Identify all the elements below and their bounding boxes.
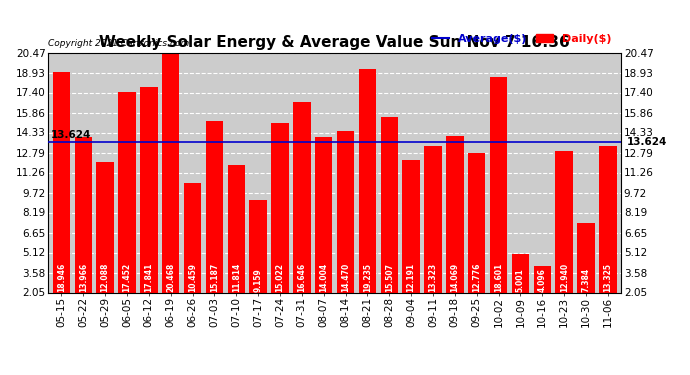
Bar	[97, 162, 114, 292]
Legend: Average($), Daily($): Average($), Daily($)	[428, 29, 615, 48]
Text: 10.459: 10.459	[188, 263, 197, 292]
Bar	[249, 200, 267, 292]
Bar	[75, 137, 92, 292]
Text: 12.088: 12.088	[101, 262, 110, 292]
Text: 13.325: 13.325	[603, 263, 613, 292]
Text: 15.022: 15.022	[275, 263, 284, 292]
Text: 14.470: 14.470	[341, 262, 350, 292]
Text: 13.624: 13.624	[50, 130, 91, 140]
Bar	[468, 153, 486, 292]
Bar	[52, 72, 70, 292]
Bar	[555, 151, 573, 292]
Text: 12.191: 12.191	[406, 263, 415, 292]
Bar	[446, 136, 464, 292]
Bar	[512, 254, 529, 292]
Text: 20.468: 20.468	[166, 262, 175, 292]
Bar	[490, 77, 507, 292]
Text: 12.776: 12.776	[472, 262, 481, 292]
Text: 13.323: 13.323	[428, 263, 437, 292]
Text: 4.096: 4.096	[538, 268, 546, 292]
Text: 18.601: 18.601	[494, 262, 503, 292]
Bar	[118, 92, 136, 292]
Text: 14.004: 14.004	[319, 263, 328, 292]
Bar	[206, 122, 223, 292]
Text: 9.159: 9.159	[254, 268, 263, 292]
Text: 19.235: 19.235	[363, 263, 372, 292]
Text: 15.507: 15.507	[385, 263, 394, 292]
Bar	[337, 130, 355, 292]
Title: Weekly Solar Energy & Average Value Sun Nov 7 16:36: Weekly Solar Energy & Average Value Sun …	[99, 35, 570, 50]
Bar	[184, 183, 201, 292]
Text: 13.966: 13.966	[79, 263, 88, 292]
Text: 11.814: 11.814	[232, 262, 241, 292]
Bar	[271, 123, 288, 292]
Bar	[228, 165, 245, 292]
Bar	[315, 137, 333, 292]
Bar	[599, 146, 617, 292]
Text: 5.001: 5.001	[516, 268, 525, 292]
Text: 17.452: 17.452	[123, 263, 132, 292]
Text: 18.946: 18.946	[57, 262, 66, 292]
Bar	[424, 146, 442, 292]
Text: 14.069: 14.069	[451, 263, 460, 292]
Bar	[533, 266, 551, 292]
Text: 16.646: 16.646	[297, 263, 306, 292]
Bar	[402, 160, 420, 292]
Text: 15.187: 15.187	[210, 262, 219, 292]
Bar	[578, 223, 595, 292]
Bar	[293, 102, 310, 292]
Text: 17.841: 17.841	[144, 262, 153, 292]
Bar	[381, 117, 398, 292]
Bar	[359, 69, 376, 292]
Text: 12.940: 12.940	[560, 263, 569, 292]
Text: 13.624: 13.624	[627, 137, 667, 147]
Text: 7.384: 7.384	[582, 268, 591, 292]
Bar	[162, 53, 179, 292]
Text: Copyright 2021 Cartronics.com: Copyright 2021 Cartronics.com	[48, 39, 190, 48]
Bar	[140, 87, 157, 292]
